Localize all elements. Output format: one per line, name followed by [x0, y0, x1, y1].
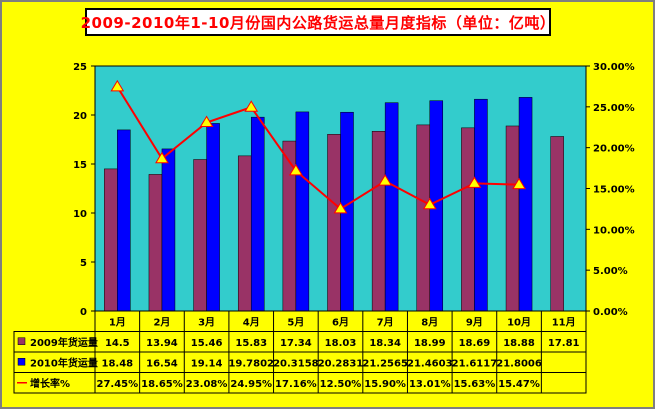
bar-2010-3: [206, 123, 220, 312]
bar-2010-7: [384, 102, 399, 312]
table-category-cell-11: 11月: [552, 316, 576, 328]
y-left-tick-label: 5: [80, 258, 87, 269]
table-2010-cell-3: 19.14: [191, 358, 223, 369]
table-growth-cell-5: 17.16%: [275, 379, 317, 390]
table-growth-cell-8: 13.01%: [409, 379, 451, 390]
table-2009-label: 2009年货运量: [30, 336, 98, 349]
table-growth-cell-9: 15.63%: [454, 379, 496, 390]
bar-2010-9: [474, 98, 488, 312]
bar-2009-11: [550, 136, 564, 312]
axes-group: 0 5 10 15 20 25 0.00% 5.00% 10.00% 15.00% 20.00% 25…: [73, 62, 635, 318]
growth-marker-6: [333, 201, 348, 214]
table-2009-cell-2: 13.94: [146, 338, 178, 349]
table-growth-cell-1: 27.45%: [96, 379, 138, 390]
legend-key-s09: [17, 337, 26, 345]
table-growth-cell-3: 23.08%: [186, 379, 228, 390]
table-growth-cell-2: 18.65%: [141, 379, 183, 390]
y-right-tick-label: 30.00%: [593, 62, 635, 73]
bar-2010-2: [161, 148, 176, 312]
chart-title-box: 2009-2010年1-10月份国内公路货运总量月度指标（单位：亿吨）: [81, 8, 555, 36]
table-2009-cell-3: 15.46: [191, 338, 223, 349]
y-right-tick-label: 5.00%: [593, 266, 628, 277]
growth-marker-7: [378, 174, 393, 186]
table-category-cell-2: 2月: [153, 316, 170, 328]
bar-2010-4: [250, 116, 265, 312]
bar-2009-2: [148, 174, 163, 312]
bar-2009-9: [461, 127, 475, 312]
bar-2010-10: [518, 97, 533, 312]
table-2010-cell-1: 18.48: [101, 358, 133, 369]
table-category-cell-4: 4月: [243, 316, 260, 328]
y-right-tick-label: 10.00%: [593, 225, 635, 236]
bar-2010-5: [295, 111, 310, 312]
table-2010-cell-10: 21.8006: [496, 358, 542, 369]
table-2010-cell-6: 20.2831: [318, 358, 364, 369]
legend-key-s10: [17, 358, 26, 366]
bars-group: [104, 97, 564, 312]
bar-2009-1: [104, 168, 118, 312]
growth-marker-1: [110, 79, 125, 92]
growth-marker-8: [422, 197, 437, 210]
growth-marker-4: [244, 100, 259, 112]
table-2009-cell-4: 15.83: [235, 338, 267, 349]
y-left-tick-label: 25: [73, 62, 87, 73]
table-2009-cell-10: 18.88: [503, 338, 535, 349]
table-growth-cell-10: 15.47%: [498, 379, 540, 390]
table-2010-cell-7: 21.2565: [362, 358, 408, 369]
table-category-cell-7: 7月: [377, 316, 394, 328]
bar-2009-4: [237, 155, 252, 312]
y-right-tick-label: 25.00%: [593, 103, 635, 114]
table-category-cell-6: 6月: [332, 316, 349, 328]
y-left-tick-label: 20: [73, 111, 87, 122]
table-category-cell-3: 3月: [198, 316, 215, 328]
table-category-cell-1: 1月: [109, 316, 126, 328]
bar-2009-7: [371, 131, 386, 312]
y-right-tick-label: 20.00%: [593, 144, 635, 155]
chart-title: 2009-2010年1-10月份国内公路货运总量月度指标（单位：亿吨）: [80, 13, 556, 32]
y-right-tick-label: 0.00%: [593, 307, 628, 318]
growth-marker-10: [512, 177, 526, 190]
table-2009-cell-9: 18.69: [459, 338, 491, 349]
table-2010-cell-5: 20.3158: [273, 358, 319, 369]
table-2009-cell-7: 18.34: [369, 338, 401, 349]
bar-2009-10: [505, 125, 520, 312]
growth-marker-3: [199, 115, 214, 128]
growth-rate-line: [116, 86, 520, 211]
table-2010-label: 2010年货运量: [30, 356, 98, 369]
bar-2009-3: [193, 159, 207, 312]
table-2009-cell-5: 17.34: [280, 338, 312, 349]
y-left-tick-label: 15: [73, 160, 87, 171]
growth-marker-2: [155, 151, 169, 164]
bar-2009-8: [416, 124, 431, 312]
growth-marker-9: [467, 176, 482, 188]
table-2009-cell-11: 17.81: [548, 338, 580, 349]
y-left-tick-label: 0: [80, 307, 87, 318]
table-growth-cell-6: 12.50%: [320, 379, 362, 390]
y-left-tick-label: 10: [73, 209, 87, 220]
table-category-cell-10: 10月: [507, 316, 531, 328]
data-table: 1月 2月 3月 4月 5月 6月 7月 8月 9月 10月 11月 2009年货运量 14.5 13.9…: [13, 310, 587, 394]
table-category-cell-5: 5月: [287, 316, 304, 328]
table-category-cell-8: 8月: [421, 316, 438, 328]
growth-line-group: [110, 79, 526, 214]
table-2010-cell-9: 21.6117: [452, 358, 498, 369]
table-2010-cell-8: 21.4603: [407, 358, 453, 369]
table-category-cell-9: 9月: [466, 316, 483, 328]
table-2009-cell-6: 18.03: [325, 338, 357, 349]
y-right-tick-label: 15.00%: [593, 185, 635, 196]
bar-2009-6: [327, 134, 341, 312]
table-2010-cell-2: 16.54: [146, 358, 178, 369]
table-growth-cell-7: 15.90%: [364, 379, 406, 390]
growth-marker-5: [288, 163, 303, 176]
table-2010-cell-4: 19.7802: [228, 358, 274, 369]
bar-2010-1: [117, 129, 131, 312]
table-growth-cell-4: 24.95%: [230, 379, 272, 390]
table-2009-cell-8: 18.99: [414, 338, 446, 349]
table-2009-cell-1: 14.5: [105, 338, 130, 349]
table-growth-label: 增长率%: [30, 377, 70, 390]
